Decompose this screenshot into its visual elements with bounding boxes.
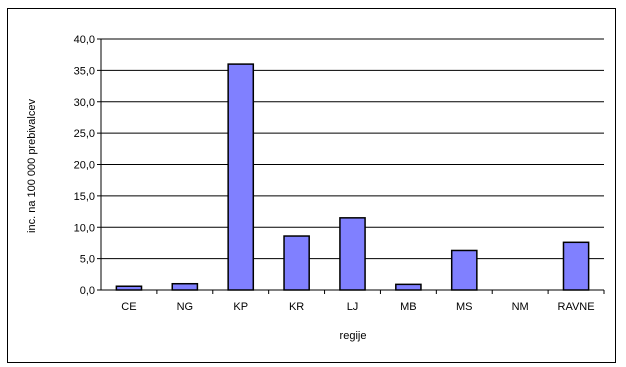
y-tick-label: 0,0 [80,285,95,297]
x-tick-label: KR [289,301,304,313]
y-tick-label: 25,0 [74,128,95,140]
x-tick-label: NG [177,301,194,313]
bar-ravne [562,241,590,291]
bar-mb [395,283,422,291]
bar-ms [450,249,478,291]
y-tick-label: 5,0 [80,254,95,266]
y-axis-title: inc. na 100 000 prebivalcev [26,99,38,233]
axes [97,38,605,294]
x-tick-label: CE [121,301,136,313]
x-tick-label: KP [233,301,248,313]
bars [115,63,590,291]
y-tick-label: 30,0 [74,97,95,109]
gridlines [101,38,604,260]
x-tick-label: RAVNE [558,301,595,313]
x-tick-label: MB [400,301,417,313]
y-tick-label: 35,0 [74,65,95,77]
bar-kr [283,235,310,291]
x-tick-label: NM [512,301,529,313]
x-axis-title: regije [340,330,367,342]
y-tick-label: 40,0 [74,34,95,46]
x-tick-labels: CE NG KP KR LJ MB MS NM RAVNE [121,301,594,313]
y-tick-labels: 0,0 5,0 10,0 15,0 20,0 25,0 30,0 35,0 40,0 [74,34,95,297]
y-tick-label: 20,0 [74,160,95,172]
chart-frame [7,8,616,363]
bar-ce [115,285,143,291]
y-tick-label: 10,0 [74,222,95,234]
bar-lj [339,217,366,291]
x-tick-label: MS [456,301,473,313]
y-tick-label: 15,0 [74,191,95,203]
bar-kp [227,63,255,291]
bar-ng [171,282,199,291]
x-tick-label: LJ [347,301,359,313]
